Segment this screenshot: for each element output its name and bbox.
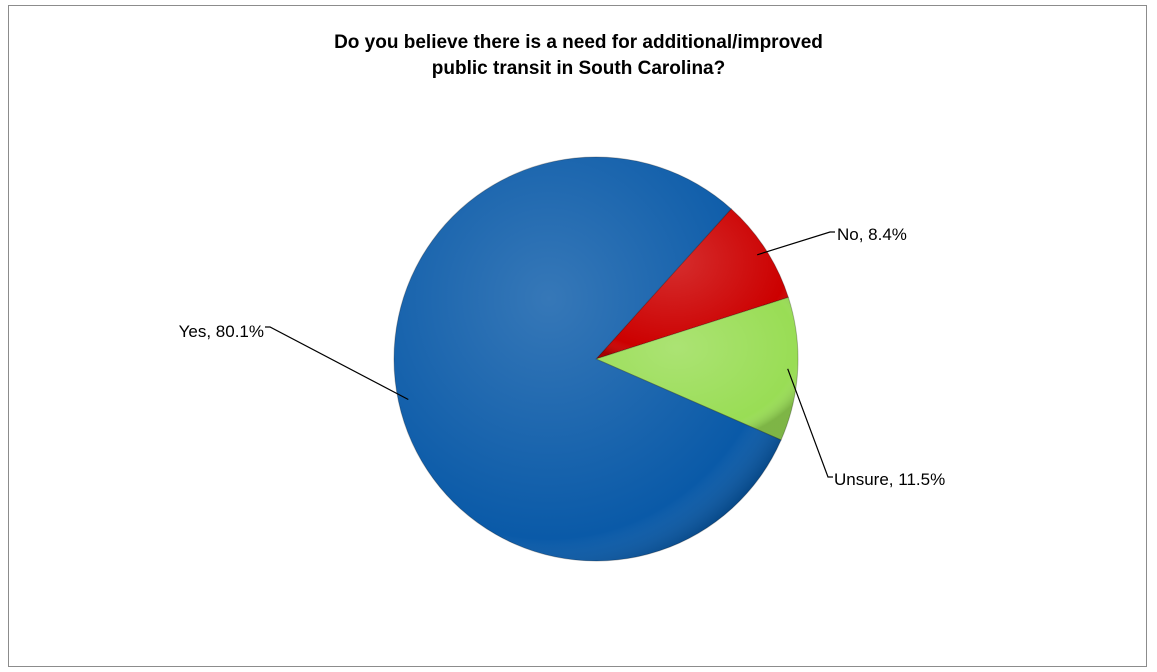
pie-slice-shading-no bbox=[596, 208, 789, 359]
data-label-no: No, 8.4% bbox=[837, 225, 907, 244]
data-label-yes: Yes, 80.1% bbox=[179, 322, 264, 341]
leader-line-yes bbox=[265, 326, 409, 401]
leader-line-no bbox=[757, 231, 835, 256]
data-label-unsure: Unsure, 11.5% bbox=[834, 470, 945, 489]
pie-slice-shading-yes bbox=[394, 157, 782, 562]
chart-title: Do you believe there is a need for addit… bbox=[0, 30, 1157, 82]
chart-title-line-2: public transit in South Carolina? bbox=[431, 58, 726, 79]
chart-title-line-1: Do you believe there is a need for addit… bbox=[334, 32, 823, 53]
pie-slice-shading-unsure bbox=[596, 297, 798, 440]
leader-line-unsure bbox=[787, 368, 833, 478]
